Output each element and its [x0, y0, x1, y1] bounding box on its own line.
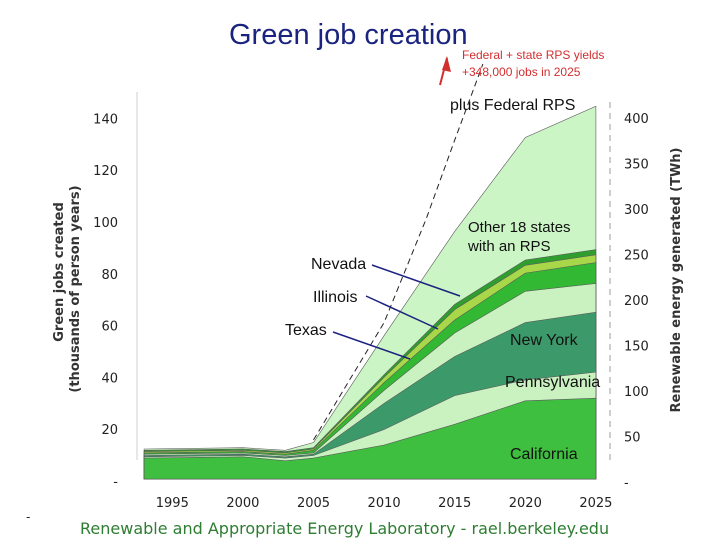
label-pennsylvania: Pennsylvania: [505, 374, 600, 391]
y-right-tick-label: 400: [624, 112, 649, 127]
label-federal: plus Federal RPS: [450, 97, 575, 114]
x-tick-label: 2020: [509, 496, 542, 511]
x-tick-label: 2010: [368, 496, 401, 511]
label-other-line-2: with an RPS: [467, 238, 551, 255]
leader-texas: [332, 331, 411, 360]
y-left-tick-label: 100: [93, 216, 118, 231]
x-tick-label: 2005: [297, 496, 330, 511]
annotation-line-2: +348,000 jobs in 2025: [462, 65, 581, 79]
x-tick-label: 2025: [579, 496, 612, 511]
corner-dash: -: [26, 510, 30, 524]
y-right-tick-label: 250: [624, 249, 649, 264]
label-nevada: Nevada: [311, 256, 366, 273]
annotation-line-1: Federal + state RPS yields: [462, 48, 604, 62]
leader-nevada: [371, 264, 461, 297]
label-illinois: Illinois: [313, 289, 357, 306]
y-right-tick-label: 100: [624, 385, 649, 400]
area-california: [143, 397, 597, 480]
y-left-tick-label: -: [113, 475, 118, 490]
federal-trend-line: [313, 63, 484, 441]
x-tick-label: 2000: [226, 496, 259, 511]
label-new-york: New York: [510, 332, 579, 349]
y-axis-title-left-line-1: Green jobs created: [52, 202, 67, 342]
area-layers: [143, 105, 597, 480]
tick-labels: - 20 40 60 80 100 120 140 - 50 100 150 200 250 300 350 4…: [93, 112, 649, 511]
y-left-tick-label: 140: [93, 112, 118, 127]
label-texas: Texas: [285, 322, 327, 339]
label-california: California: [510, 446, 578, 463]
leader-illinois: [365, 295, 439, 330]
x-tick-label: 1995: [156, 496, 189, 511]
y-right-tick-label: 200: [624, 294, 649, 309]
y-axis-title-right: Renewable energy generated (TWh): [669, 148, 684, 413]
y-left-tick-label: 40: [101, 371, 118, 386]
y-left-tick-label: 60: [101, 320, 118, 335]
y-left-tick-label: 80: [101, 268, 118, 283]
y-left-tick-label: 120: [93, 164, 118, 179]
y-right-tick-label: 50: [624, 431, 641, 446]
label-other-line-1: Other 18 states: [468, 219, 571, 236]
chart-title: Green job creation: [229, 19, 468, 51]
y-axis-title-left-line-2: (thousands of person years): [68, 185, 83, 392]
annotation-arrowhead: [442, 56, 451, 72]
y-right-tick-label: 350: [624, 158, 649, 173]
y-right-tick-label: 150: [624, 340, 649, 355]
x-tick-label: 2015: [438, 496, 471, 511]
y-right-tick-label: -: [624, 476, 629, 491]
footer-credit: Renewable and Appropriate Energy Laborat…: [80, 519, 609, 538]
y-left-tick-label: 20: [101, 423, 118, 438]
y-right-tick-label: 300: [624, 203, 649, 218]
